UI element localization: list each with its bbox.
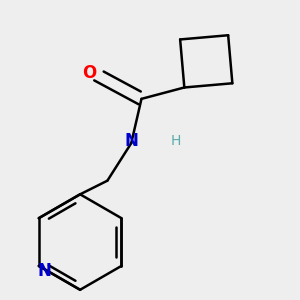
Text: N: N [124,133,138,151]
Text: N: N [38,262,52,280]
Text: O: O [82,64,97,82]
Text: H: H [170,134,181,148]
